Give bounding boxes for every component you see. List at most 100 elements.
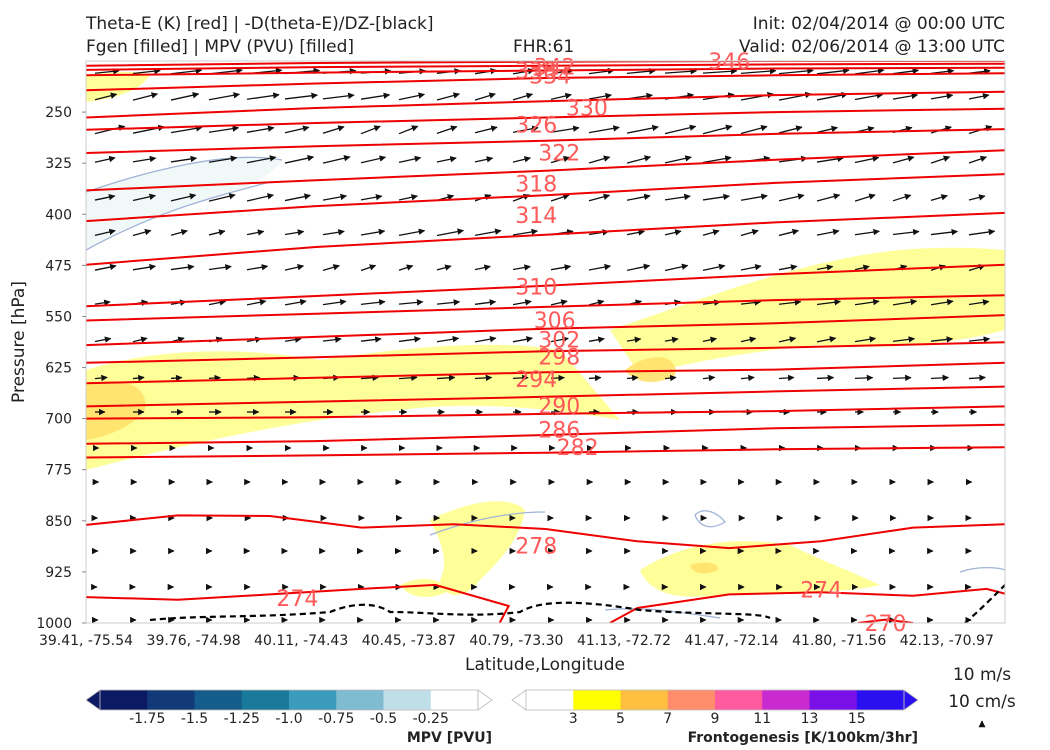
fgen-fill-region: [640, 541, 880, 597]
x-axis-label: Latitude,Longitude: [465, 655, 625, 675]
wind-vector: [930, 194, 948, 201]
wind-vector: [360, 155, 387, 164]
y-axis: 250 325 400 475 550 625 700 775 850 925 1000: [36, 105, 86, 632]
theta-e-contour: [86, 314, 1005, 347]
wind-vector: [246, 193, 274, 202]
colorbar-segment: [667, 690, 716, 710]
wind-vector: [626, 229, 645, 236]
wind-vector: [170, 155, 198, 163]
wind-vector: [322, 125, 345, 134]
wind-vector: [474, 92, 496, 101]
wind-vector: [588, 193, 611, 202]
wind-vector: [246, 155, 277, 164]
wind-vector: [436, 92, 461, 101]
wind-vector: [778, 264, 798, 271]
wind-vector: [854, 155, 880, 164]
wind-vector: [702, 155, 732, 164]
theta-e-contour: [86, 62, 1005, 71]
theta-e-label: 310: [515, 275, 557, 300]
wind-vector: [398, 374, 418, 382]
colorbar-segment: [526, 690, 574, 710]
wind-vector: [512, 228, 539, 236]
wind-vector: [360, 336, 382, 343]
wind-vector: [626, 193, 651, 201]
wind-vector: [284, 336, 302, 343]
wind-vector: [208, 125, 240, 133]
colorbar-tick-label: 11: [753, 711, 771, 727]
wind-vector: [930, 92, 954, 100]
theta-e-contour: [86, 107, 1005, 131]
colorbar-segment: [856, 690, 905, 710]
colorbar-segment: [430, 690, 479, 710]
wind-vector: [968, 374, 986, 382]
chart-title-line2: Fgen [filled] | MPV (PVU) [filled]: [86, 37, 355, 57]
wind-vector: [550, 336, 569, 343]
wind-vector: [664, 155, 692, 164]
wind-vector: [474, 156, 494, 163]
wind-vector: [132, 155, 157, 163]
wind-vector: [702, 124, 733, 135]
wind-vector: [778, 67, 814, 75]
wind-vector: [132, 336, 148, 343]
y-tick-label: 400: [45, 207, 72, 223]
wind-vector: [360, 125, 381, 135]
wind-vector: [94, 336, 112, 343]
x-axis: 39.41, -75.54 39.76, -74.98 40.11, -74.43 4…: [39, 633, 994, 649]
wind-vector: [854, 336, 877, 343]
wind-vector: [284, 125, 310, 134]
wind-vector: [740, 193, 768, 201]
vector-key: 10 m/s 10 cm/s: [948, 665, 1016, 728]
x-tick-label: 41.80, -71.56: [792, 633, 886, 649]
colorbar-segment: [573, 690, 621, 710]
wind-vector: [322, 193, 347, 201]
theta-e-contour: [86, 423, 1005, 445]
wind-vector: [360, 228, 386, 236]
theta-e-contour: [86, 211, 1005, 266]
theta-e-contour: [86, 90, 1005, 119]
wind-vector: [322, 264, 340, 272]
mpv-contour: [86, 181, 271, 251]
wind-vector: [968, 299, 990, 306]
wind-vector: [930, 336, 954, 343]
x-tick-label: 40.79, -73.30: [469, 633, 563, 649]
theta-e-label: 306: [534, 309, 576, 334]
fgen-fill-region: [86, 71, 150, 102]
theta-e-label: 326: [515, 113, 557, 138]
forecast-hour: FHR:61: [513, 37, 575, 57]
wind-vector: [512, 125, 539, 133]
wind-vector: [512, 264, 531, 271]
mpv-contour: [959, 566, 1005, 573]
mpv-contour: [604, 608, 721, 619]
wind-vector: [626, 67, 656, 75]
wind-vector: [474, 299, 497, 306]
wind-vector: [740, 124, 768, 135]
colorbar-extend: [511, 689, 527, 711]
theta-e-contour: [857, 618, 914, 623]
colorbar-segment: [194, 690, 243, 710]
dtheta-dz-contour: [149, 584, 1005, 623]
mpv-fill-region: [86, 157, 282, 250]
theta-e-label: 342: [534, 55, 576, 80]
x-tick-label: 41.47, -72.14: [685, 633, 779, 649]
theta-e-contour: [86, 128, 1005, 154]
wind-vector: [322, 92, 355, 100]
wind-vector: [398, 299, 424, 306]
wind-vector: [892, 228, 920, 236]
colorbar-tick-label: 9: [711, 711, 720, 727]
wind-vector: [588, 92, 612, 100]
wind-vector: [778, 374, 795, 382]
theta-e-label: 294: [515, 368, 557, 393]
wind-vector: [208, 299, 227, 306]
wind-vector: [778, 299, 802, 306]
wind-vector: [246, 299, 267, 306]
y-tick-label: 775: [45, 463, 72, 479]
wind-vector: [664, 229, 682, 236]
colorbar-segment: [147, 690, 195, 710]
wind-vector: [170, 193, 197, 202]
wind-vector: [626, 374, 639, 382]
wind-vector: [436, 374, 456, 382]
wind-vector: [702, 229, 720, 236]
wind-vector: [550, 264, 572, 271]
wind-vector: [854, 264, 870, 271]
wind-vector: [208, 193, 236, 202]
